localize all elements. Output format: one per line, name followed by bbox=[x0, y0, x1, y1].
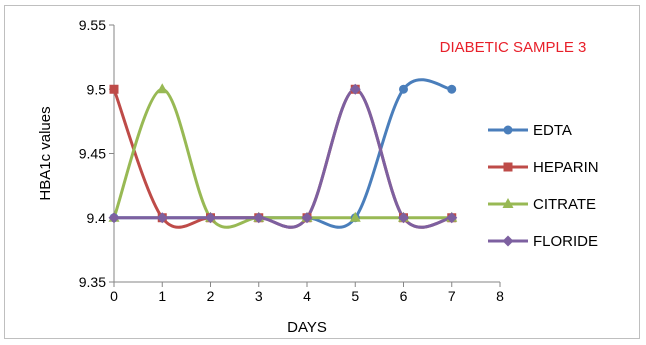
data-point-floride bbox=[108, 212, 120, 224]
legend-marker-edta bbox=[503, 125, 513, 135]
legend-label: FLORIDE bbox=[533, 233, 598, 250]
chart-annotation: DIABETIC SAMPLE 3 bbox=[440, 39, 587, 56]
data-point-edta bbox=[447, 84, 457, 94]
data-point-floride bbox=[301, 212, 313, 224]
chart-frame bbox=[4, 5, 640, 339]
x-tick-label: 2 bbox=[207, 288, 215, 304]
legend-item-floride: FLORIDE bbox=[488, 233, 598, 250]
x-tick-label: 7 bbox=[448, 288, 456, 304]
series-line-edta bbox=[112, 78, 454, 229]
y-tick-label: 9.4 bbox=[87, 210, 107, 226]
legend-label: CITRATE bbox=[533, 196, 596, 213]
data-point-heparin bbox=[109, 84, 119, 94]
legend-marker-floride bbox=[502, 235, 514, 247]
series-line-floride bbox=[112, 87, 454, 229]
legend-label: HEPARIN bbox=[533, 159, 599, 176]
x-tick-label: 8 bbox=[496, 288, 504, 304]
series-lines bbox=[112, 78, 454, 229]
y-tick-label: 9.45 bbox=[79, 146, 106, 162]
series-line-citrate bbox=[112, 87, 454, 229]
data-point-floride bbox=[398, 212, 409, 224]
x-tick-label: 3 bbox=[255, 288, 263, 304]
legend: EDTA HEPARIN CITRATE FLORIDE bbox=[488, 122, 599, 250]
x-tick-label: 5 bbox=[351, 288, 359, 304]
data-point-edta bbox=[399, 84, 408, 94]
legend-item-edta: EDTA bbox=[488, 122, 572, 139]
data-point-floride bbox=[446, 212, 458, 224]
x-tick-label: 1 bbox=[158, 288, 166, 304]
legend-item-citrate: CITRATE bbox=[488, 196, 596, 213]
y-tick-label: 9.55 bbox=[79, 17, 106, 33]
y-axis-title: HBA1c values bbox=[37, 106, 54, 200]
x-tick-label: 0 bbox=[110, 288, 118, 304]
y-tick-label: 9.35 bbox=[79, 274, 106, 290]
data-point-citrate bbox=[349, 211, 361, 222]
data-point-floride bbox=[349, 83, 361, 95]
axes: 9.35 9.4 9.45 9.5 9.55 0 1 2 3 4 5 6 7 8 bbox=[79, 17, 504, 304]
series-line-heparin bbox=[112, 87, 454, 229]
data-point-citrate bbox=[156, 83, 168, 94]
x-tick-label: 4 bbox=[303, 288, 311, 304]
x-tick-label: 6 bbox=[400, 288, 408, 304]
x-axis-title: DAYS bbox=[287, 319, 327, 336]
data-point-floride bbox=[253, 212, 265, 224]
data-point-floride bbox=[205, 212, 216, 224]
legend-marker-citrate bbox=[502, 198, 514, 208]
data-point-floride bbox=[156, 212, 168, 224]
legend-marker-heparin bbox=[503, 162, 513, 172]
y-tick-label: 9.5 bbox=[87, 81, 107, 97]
legend-label: EDTA bbox=[533, 122, 572, 139]
series-markers bbox=[108, 83, 458, 224]
legend-item-heparin: HEPARIN bbox=[488, 159, 599, 176]
